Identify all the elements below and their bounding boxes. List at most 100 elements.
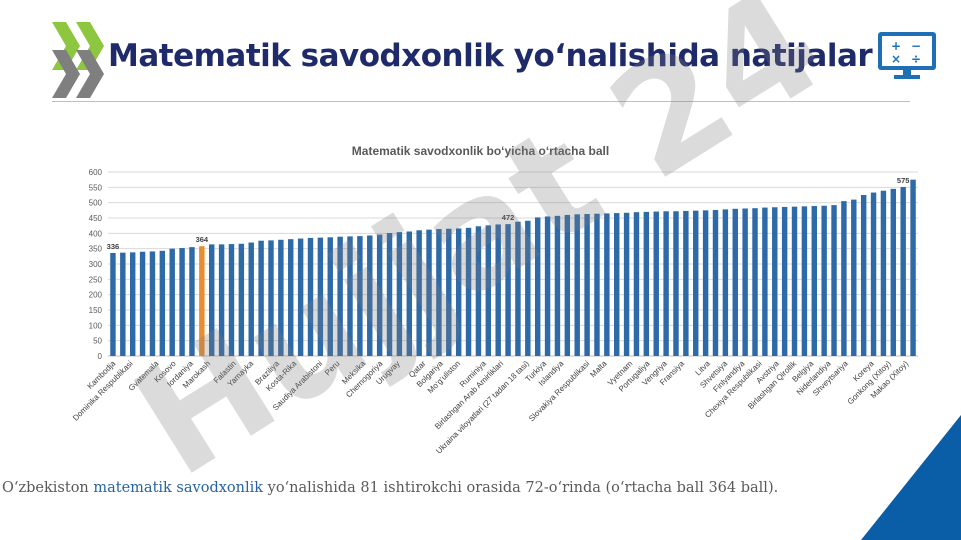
bar: [604, 213, 610, 356]
bar-chart: 0 50 100 150 200 250 300 350 400 450 500 550 600 336 3…: [71, 168, 918, 456]
bar: [505, 224, 511, 356]
bar: [337, 236, 343, 356]
bar: [179, 248, 185, 356]
bar: [139, 251, 146, 356]
bar: [288, 239, 294, 356]
bar: [367, 235, 373, 356]
bar: [416, 230, 422, 356]
bar: [851, 199, 857, 356]
bar: [762, 207, 768, 356]
corner-decoration: [861, 415, 961, 540]
bar: [860, 195, 867, 356]
bar: [376, 234, 383, 356]
x-tick-label: Peru: [323, 359, 341, 377]
caption-text-end: yo‘nalishida 81 ishtirokchi orasida 72-o…: [263, 480, 779, 496]
bar: [781, 206, 788, 356]
y-tick-label: 400: [89, 229, 103, 238]
y-tick-label: 250: [89, 275, 103, 284]
svg-text:×: ×: [891, 52, 901, 66]
bar: [554, 215, 561, 356]
bar: [258, 240, 264, 356]
bar: [742, 208, 748, 356]
bar: [347, 236, 353, 356]
bar: [801, 206, 808, 356]
bar: [199, 246, 205, 356]
caption-highlight: matematik savodxonlik: [93, 480, 264, 496]
bar: [475, 226, 482, 356]
svg-text:−: −: [911, 39, 921, 53]
bar: [426, 229, 432, 356]
bar: [209, 244, 215, 356]
bar: [446, 228, 452, 356]
bar: [485, 225, 492, 356]
data-label: 336: [107, 242, 120, 251]
x-tick-label: Malta: [588, 359, 609, 380]
y-tick-label: 300: [89, 260, 103, 269]
bar: [890, 188, 897, 356]
y-tick-label: 0: [98, 352, 103, 361]
caption: O‘zbekiston matematik savodxonlik yo‘nal…: [2, 480, 778, 496]
bar: [643, 211, 650, 356]
bar: [811, 206, 817, 356]
y-tick-label: 500: [89, 199, 103, 208]
bar: [317, 237, 324, 356]
y-tick-label: 600: [89, 168, 103, 177]
bar: [831, 205, 837, 356]
bar: [525, 220, 531, 356]
bar: [594, 213, 600, 356]
header-divider: [52, 101, 910, 102]
bar: [732, 208, 738, 356]
data-label: 364: [196, 235, 209, 244]
bar: [564, 214, 571, 356]
bar: [841, 201, 847, 356]
bar: [455, 228, 462, 356]
bar: [278, 239, 284, 356]
bar: [515, 221, 521, 356]
bar: [722, 209, 729, 356]
bar: [633, 212, 640, 356]
bar: [307, 237, 314, 356]
bar: [574, 214, 580, 356]
bar: [465, 227, 472, 356]
calculator-icon: + − × ÷: [878, 32, 936, 79]
bar: [821, 205, 827, 356]
bar: [189, 247, 195, 356]
bar: [772, 207, 778, 356]
page-title: Matematik savodxonlik yo‘nalishida natij…: [108, 38, 873, 74]
bar: [653, 211, 659, 356]
bar: [534, 217, 541, 356]
data-label: 472: [502, 213, 515, 222]
bar: [870, 192, 877, 356]
y-tick-label: 200: [89, 291, 103, 300]
bar: [149, 251, 156, 356]
bar: [129, 252, 136, 356]
bar: [752, 208, 758, 356]
bar: [495, 224, 501, 356]
chart-title: Matematik savodxonlik bo‘yicha o‘rtacha …: [351, 144, 610, 158]
bar: [900, 187, 906, 356]
bar: [436, 229, 442, 356]
bar: [702, 210, 709, 356]
bar: [268, 240, 274, 356]
data-label: 575: [897, 176, 910, 185]
bar: [396, 232, 403, 356]
y-tick-label: 100: [89, 321, 103, 330]
bar: [238, 243, 245, 356]
bar: [712, 210, 719, 356]
bar: [159, 250, 166, 356]
svg-text:+: +: [891, 39, 901, 53]
bar: [218, 244, 225, 356]
y-tick-label: 450: [89, 214, 103, 223]
bar: [169, 248, 175, 356]
bar: [880, 190, 887, 356]
bar: [584, 214, 590, 356]
bar: [623, 212, 630, 356]
y-tick-label: 50: [93, 337, 102, 346]
bar: [327, 237, 333, 356]
bar: [544, 216, 551, 356]
bar: [357, 236, 363, 356]
bar: [614, 213, 620, 356]
bar: [791, 206, 798, 356]
caption-text-start: O‘zbekiston: [2, 480, 94, 496]
bar: [673, 211, 679, 356]
